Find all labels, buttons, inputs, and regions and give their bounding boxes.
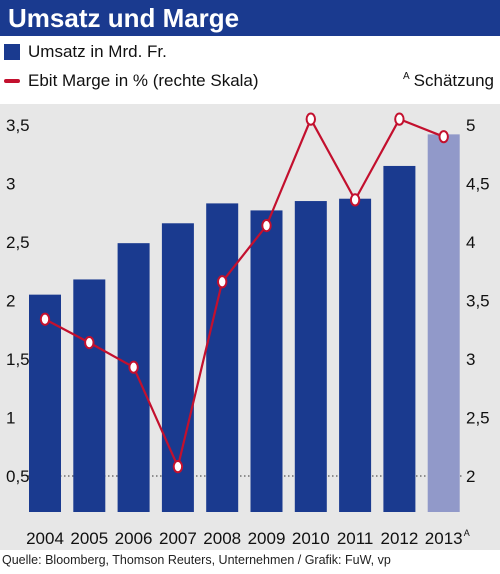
- bar-swatch-icon: [4, 44, 20, 60]
- right-tick-label: 3,5: [466, 292, 490, 311]
- margin-point-2008: [217, 275, 228, 289]
- x-tick-label-2013: 2013: [425, 529, 463, 548]
- legend-item-revenue: Umsatz in Mrd. Fr.: [0, 40, 167, 64]
- right-tick-label: 3: [466, 350, 475, 369]
- x-tick-label-2012: 2012: [380, 529, 418, 548]
- x-tick-label-2005: 2005: [70, 529, 108, 548]
- bar-2010: [294, 201, 327, 513]
- x-tick-label-2009: 2009: [248, 529, 286, 548]
- margin-point-2011: [349, 193, 361, 207]
- legend-label-margin: Ebit Marge in % (rechte Skala): [28, 71, 259, 90]
- bar-2011: [339, 198, 372, 512]
- estimate-label: Schätzung: [413, 71, 494, 90]
- margin-point-2006: [128, 360, 139, 374]
- left-tick-label: 3,5: [6, 116, 30, 135]
- chart-title: Umsatz und Marge: [8, 3, 240, 33]
- line-swatch-icon: [4, 79, 20, 83]
- title-bar: Umsatz und Marge: [0, 0, 500, 36]
- margin-point-2010: [305, 112, 316, 126]
- margin-point-2009: [261, 219, 272, 233]
- left-tick-label: 2,5: [6, 233, 30, 252]
- estimate-marker: A: [402, 71, 410, 83]
- left-tick-label: 3: [6, 175, 15, 194]
- right-tick-label: 2: [466, 467, 475, 486]
- x-tick-label-2006: 2006: [115, 529, 153, 548]
- margin-point-2012: [394, 112, 405, 126]
- left-tick-label: 0,5: [6, 467, 30, 486]
- margin-point-2005: [84, 336, 95, 350]
- bar-2012: [383, 165, 416, 512]
- left-tick-label: 1: [6, 409, 15, 428]
- bar-2008: [206, 203, 239, 512]
- legend-item-margin: Ebit Marge in % (rechte Skala): [0, 69, 259, 93]
- bar-2013: [427, 134, 460, 513]
- bar-2009: [250, 210, 283, 512]
- margin-point-2013: [438, 130, 449, 144]
- bar-2005: [73, 279, 106, 512]
- margin-line: [44, 116, 445, 471]
- x-tick-label-2004: 2004: [26, 529, 64, 548]
- x-tick-label-2008: 2008: [203, 529, 241, 548]
- left-tick-label: 1,5: [6, 350, 30, 369]
- estimate-note: A Schätzung: [403, 71, 494, 91]
- estimate-superscript: A: [464, 528, 470, 538]
- x-tick-label-2010: 2010: [292, 529, 330, 548]
- source-note: Quelle: Bloomberg, Thomson Reuters, Unte…: [2, 553, 391, 567]
- margin-point-2007: [172, 460, 184, 474]
- bar-2006: [117, 243, 150, 513]
- left-tick-label: 2: [6, 292, 15, 311]
- right-tick-label: 4: [466, 233, 475, 252]
- bar-2004: [29, 294, 61, 512]
- legend-label-revenue: Umsatz in Mrd. Fr.: [28, 42, 167, 61]
- margin-point-2004: [39, 312, 51, 326]
- x-tick-label-2011: 2011: [337, 529, 374, 548]
- x-tick-label-2007: 2007: [159, 529, 197, 548]
- right-tick-label: 2,5: [466, 409, 490, 428]
- right-tick-label: 4,5: [466, 175, 490, 194]
- right-tick-label: 5: [466, 116, 475, 135]
